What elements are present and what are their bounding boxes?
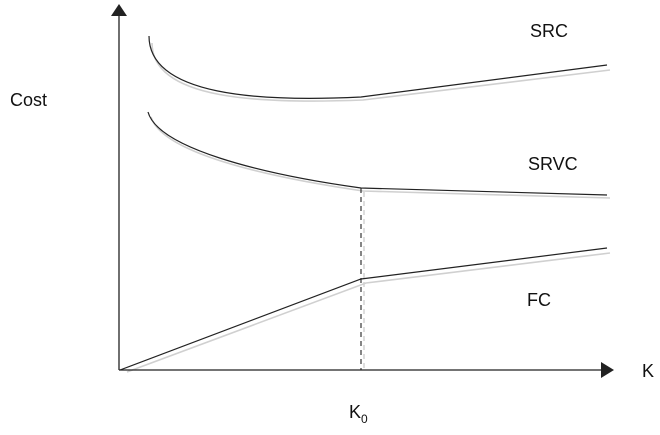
k0-subscript: 0	[361, 412, 368, 426]
k0-marker-label: K0	[349, 402, 368, 426]
x-axis-arrowhead	[601, 362, 614, 378]
fc-label: FC	[527, 290, 551, 310]
y-axis-arrowhead	[111, 4, 127, 16]
src-curve	[148, 35, 608, 99]
y-axis-label: Cost	[10, 90, 47, 110]
curve-shadows	[126, 42, 611, 373]
srvc-label: SRVC	[528, 154, 578, 174]
srvc-curve	[147, 111, 608, 196]
k0-base: K	[349, 402, 361, 422]
src-label: SRC	[530, 21, 568, 41]
x-axis-label: K	[642, 361, 654, 381]
